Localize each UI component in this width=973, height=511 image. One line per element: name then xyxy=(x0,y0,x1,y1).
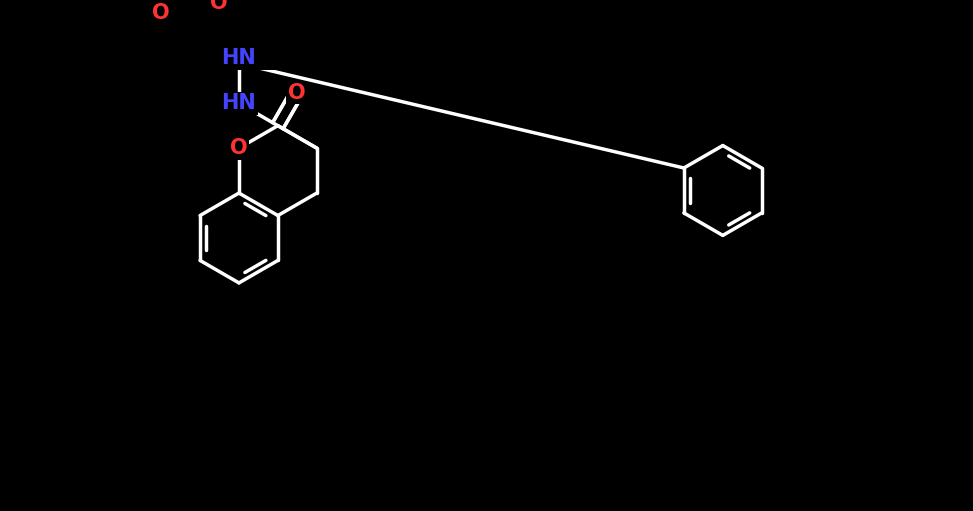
Text: O: O xyxy=(288,83,306,103)
Text: O: O xyxy=(153,4,170,24)
Text: HN: HN xyxy=(222,48,256,68)
Text: HN: HN xyxy=(222,93,256,113)
Text: O: O xyxy=(231,138,248,158)
Text: O: O xyxy=(288,83,306,103)
Text: O: O xyxy=(210,0,228,13)
